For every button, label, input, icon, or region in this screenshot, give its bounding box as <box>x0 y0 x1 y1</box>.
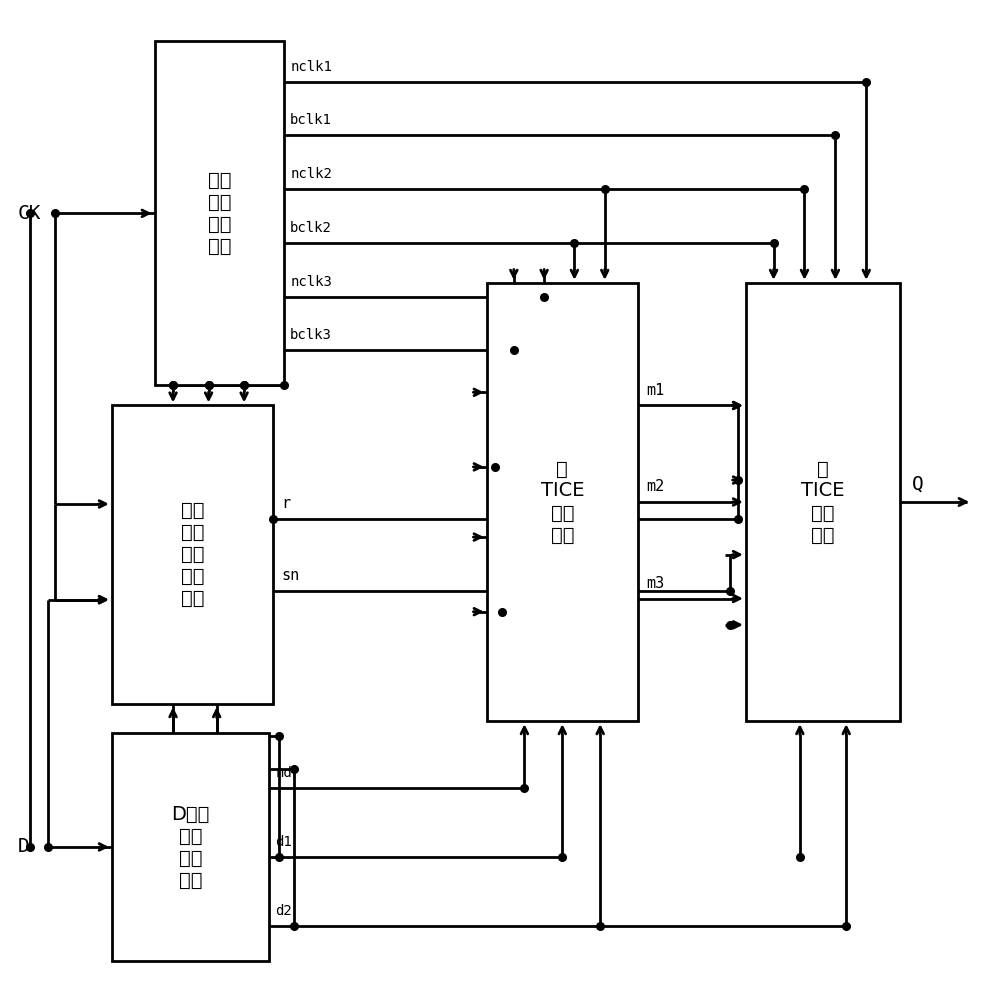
Text: 从
TICE
锁存
电路: 从 TICE 锁存 电路 <box>802 459 844 544</box>
Text: 时钒
反相
器链
电路: 时钒 反相 器链 电路 <box>207 171 231 256</box>
Bar <box>112 733 269 961</box>
Text: m1: m1 <box>646 383 664 398</box>
Bar <box>746 283 900 721</box>
Text: D: D <box>18 837 30 856</box>
Text: nd: nd <box>275 766 292 780</box>
Text: sn: sn <box>281 568 299 583</box>
Bar <box>487 283 638 721</box>
Text: CK: CK <box>18 204 42 223</box>
Text: D输入
反相
器链
电路: D输入 反相 器链 电路 <box>171 804 209 889</box>
Bar <box>112 405 273 704</box>
Text: r: r <box>281 496 290 511</box>
Text: d1: d1 <box>275 835 292 849</box>
Text: 主
TICE
锁存
电路: 主 TICE 锁存 电路 <box>540 459 584 544</box>
Text: bclk1: bclk1 <box>290 113 332 127</box>
Text: bclk3: bclk3 <box>290 328 332 342</box>
Text: Q: Q <box>912 475 924 494</box>
Text: nclk1: nclk1 <box>290 60 332 74</box>
Text: 置位
复位
信号
产生
电路: 置位 复位 信号 产生 电路 <box>180 501 204 608</box>
Text: nclk3: nclk3 <box>290 275 332 289</box>
Text: nclk2: nclk2 <box>290 167 332 181</box>
Text: bclk2: bclk2 <box>290 221 332 235</box>
Text: m3: m3 <box>646 576 664 591</box>
Text: m2: m2 <box>646 479 664 494</box>
Text: d2: d2 <box>275 904 292 918</box>
Bar <box>155 41 284 385</box>
